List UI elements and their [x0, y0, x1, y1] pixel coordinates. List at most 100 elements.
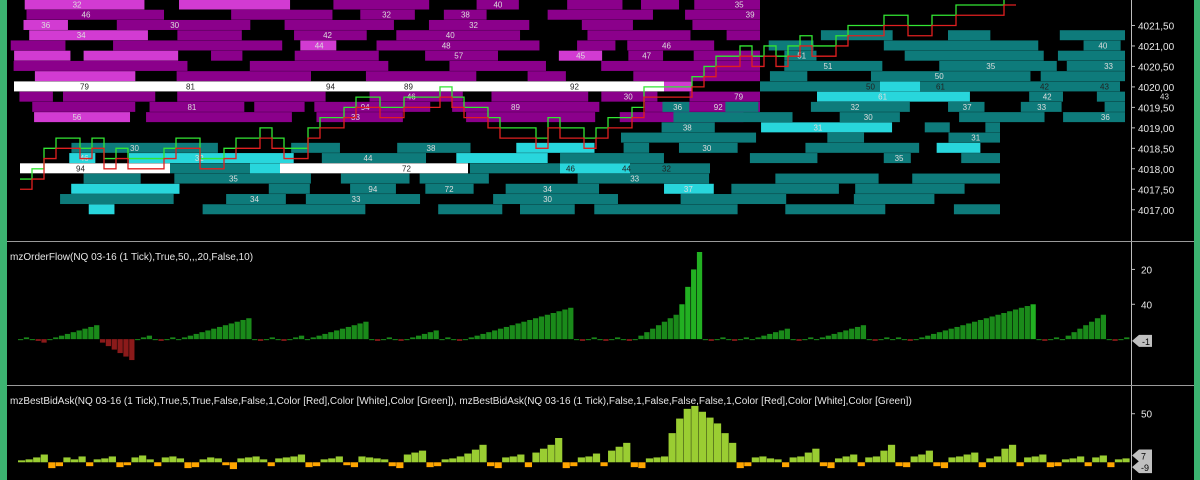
ask-volume-bar — [146, 112, 292, 123]
panel-separator-2[interactable] — [7, 385, 1194, 386]
orderflow-bar — [1089, 321, 1095, 340]
bestbidask-bar — [857, 462, 865, 467]
bid-volume-bar — [731, 183, 839, 194]
orderflow-bar — [456, 339, 463, 341]
bestbidask-bar — [615, 446, 623, 463]
bestbidask-bar — [668, 433, 676, 463]
bid-volume-label: 36 — [673, 103, 682, 112]
orderflow-bar — [989, 316, 995, 340]
orderflow-bar — [614, 337, 621, 340]
bid-volume-bar — [939, 60, 1057, 71]
bid-volume-bar — [438, 204, 503, 215]
bid-volume-bar — [621, 132, 757, 143]
ask-volume-bar — [428, 19, 530, 30]
bid-volume-bar — [855, 183, 965, 194]
bestbidask-bar — [184, 462, 192, 469]
volume-label: 92 — [570, 82, 579, 91]
ask-volume-label: 35 — [735, 1, 744, 10]
orderflow-bar — [316, 335, 322, 340]
orderflow-bar — [1065, 335, 1071, 340]
orderflow-bar — [925, 335, 931, 340]
bid-volume-bar — [1057, 50, 1125, 61]
orderflow-bar — [714, 339, 720, 341]
ask-volume-bar — [249, 60, 389, 71]
orderflow-bar — [105, 339, 112, 347]
bid-volume-bar — [425, 183, 474, 194]
orderflow-bar — [579, 339, 586, 341]
orderflow-value-marker — [1132, 334, 1152, 347]
ask-volume-label: 48 — [442, 41, 451, 50]
bestbidask-bar — [418, 450, 427, 463]
volume-label: 43 — [1100, 82, 1109, 91]
bestbidask-bar — [169, 456, 177, 463]
bid-volume-bar — [985, 122, 1000, 133]
bestbidask-bar — [267, 462, 275, 467]
volume-label: 94 — [76, 164, 85, 173]
orderflow-bar — [1077, 328, 1083, 340]
orderflow-bar — [1053, 337, 1060, 340]
orderflow-bar — [544, 314, 551, 340]
bid-volume-bar — [397, 142, 471, 153]
bestbidask-bar — [774, 459, 782, 463]
bid-volume-highlight — [880, 81, 920, 92]
ask-volume-bar — [527, 71, 566, 82]
bestbidask-bar — [275, 458, 283, 463]
bestbidask-bar — [850, 454, 858, 463]
bid-volume-bar — [883, 153, 911, 164]
bestbidask-bar — [154, 462, 162, 467]
ask-volume-bar — [116, 19, 251, 30]
orderflow-bar — [339, 328, 346, 340]
orderflow-bar — [655, 325, 662, 340]
orderflow-bar — [41, 339, 47, 343]
bid-volume-bar — [948, 132, 1000, 143]
orderflow-bar — [1007, 311, 1013, 340]
orderflow-bar — [205, 330, 211, 340]
price-axis-separator — [1131, 0, 1132, 480]
bestbidask-bar — [214, 458, 222, 463]
bestbidask-bar — [713, 423, 722, 463]
bestbidask-value-marker — [1132, 461, 1152, 474]
orderflow-bar — [644, 332, 650, 340]
ask-volume-label: 47 — [642, 52, 651, 61]
orderflow-bar — [53, 337, 59, 340]
bid-volume-label: 36 — [1101, 113, 1110, 122]
orderflow-bar — [492, 330, 498, 340]
orderflow-bar — [99, 339, 106, 343]
bid-volume-label: 33 — [1104, 62, 1113, 71]
bestbidask-bar — [40, 454, 48, 463]
bestbidask-bar — [123, 462, 132, 466]
orderflow-bar — [263, 339, 270, 341]
orderflow-bar — [252, 339, 258, 341]
bid-volume-bar — [853, 194, 935, 205]
bestbidask-bar — [940, 462, 949, 469]
bid-volume-bar — [817, 91, 970, 102]
bid-volume-bar — [1059, 30, 1125, 41]
orderflow-bar — [176, 339, 182, 341]
orderflow-bar — [345, 326, 352, 340]
ask-volume-bar — [10, 40, 66, 51]
ask-volume-bar — [294, 50, 379, 61]
orderflow-bar — [363, 321, 369, 340]
price-axis-label: 4019,00 — [1138, 124, 1175, 135]
bestbidask-bar — [396, 462, 404, 469]
bid-volume-bar — [904, 50, 1044, 61]
bid-volume-bar — [71, 142, 218, 153]
bestbidask-bar — [1054, 462, 1062, 467]
orderflow-bar — [626, 339, 632, 341]
bid-volume-bar — [784, 60, 883, 71]
orderflow-bar — [164, 339, 170, 341]
orderflow-bar — [942, 330, 948, 340]
bestbidask-bar — [1016, 462, 1024, 467]
ask-volume-label: 46 — [82, 11, 91, 20]
orderflow-bar — [743, 337, 749, 340]
bid-volume-bar — [725, 101, 759, 112]
bid-volume-bar — [769, 71, 808, 82]
orderflow-bar — [895, 337, 902, 340]
large-volume-bar — [20, 163, 170, 174]
ask-volume-label: 38 — [461, 11, 470, 20]
bid-volume-bar — [340, 173, 410, 184]
orderflow-bar — [890, 339, 896, 341]
bestbidask-bar — [1024, 457, 1032, 463]
panel-separator-1[interactable] — [7, 241, 1194, 242]
